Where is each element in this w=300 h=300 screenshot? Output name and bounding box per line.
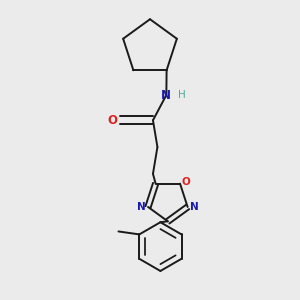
Text: H: H: [178, 90, 186, 100]
Text: O: O: [108, 114, 118, 127]
Text: N: N: [190, 202, 199, 212]
Text: N: N: [161, 88, 171, 101]
Text: O: O: [181, 177, 190, 187]
Text: N: N: [137, 202, 146, 212]
